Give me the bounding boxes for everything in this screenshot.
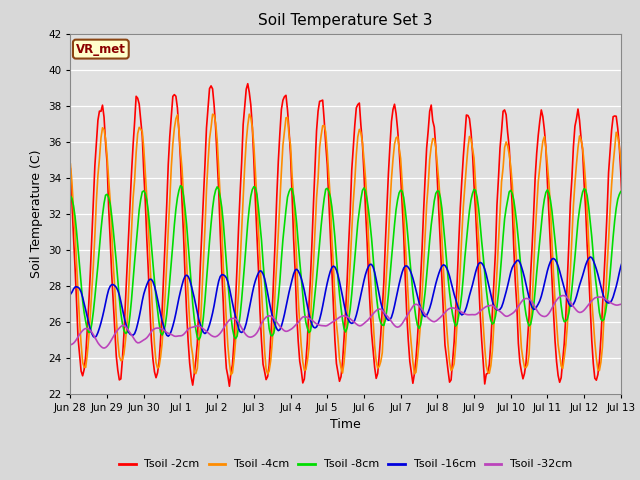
Title: Soil Temperature Set 3: Soil Temperature Set 3 [259,13,433,28]
Y-axis label: Soil Temperature (C): Soil Temperature (C) [29,149,43,278]
X-axis label: Time: Time [330,418,361,431]
Text: VR_met: VR_met [76,43,126,56]
Legend: Tsoil -2cm, Tsoil -4cm, Tsoil -8cm, Tsoil -16cm, Tsoil -32cm: Tsoil -2cm, Tsoil -4cm, Tsoil -8cm, Tsoi… [115,455,577,474]
